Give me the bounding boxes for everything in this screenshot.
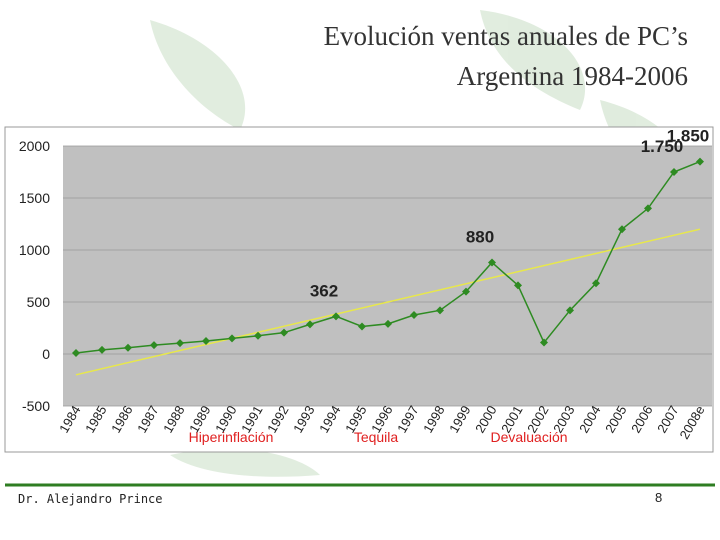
slide-title: Argentina 1984-2006 [457, 61, 688, 91]
data-point [306, 320, 314, 329]
y-tick-label: 2000 [19, 138, 50, 154]
footer-author: Dr. Alejandro Prince [18, 492, 163, 506]
data-label: 1.750 [641, 137, 684, 156]
period-label: Devaluación [490, 429, 567, 445]
y-tick-label: 1500 [19, 190, 50, 206]
trend-line [75, 228, 701, 376]
plot-area [63, 146, 712, 406]
data-point [566, 306, 574, 315]
data-point [384, 319, 392, 328]
data-point [254, 331, 262, 340]
data-point [644, 204, 652, 213]
data-point [514, 281, 522, 290]
data-point [462, 287, 470, 296]
y-tick-label: -500 [22, 398, 50, 414]
data-point [540, 338, 548, 347]
data-point [98, 345, 106, 354]
data-point [150, 341, 158, 350]
data-point [592, 279, 600, 288]
data-label: 1.850 [667, 127, 710, 146]
page-number: 8 [655, 490, 662, 505]
data-point [124, 343, 132, 352]
data-point [618, 225, 626, 234]
data-point [670, 168, 678, 176]
data-point [488, 258, 496, 267]
y-tick-label: 500 [27, 294, 51, 310]
data-label: 362 [310, 281, 338, 300]
data-point [410, 311, 418, 319]
data-point [280, 328, 288, 337]
y-tick-label: 1000 [19, 242, 50, 258]
period-label: Hiperinflación [189, 429, 274, 445]
data-point [358, 322, 366, 331]
data-point [332, 312, 340, 321]
data-point [696, 157, 704, 166]
slide-title: Evolución ventas anuales de PC’s [324, 21, 688, 51]
data-point [72, 348, 80, 357]
data-label: 880 [466, 227, 494, 246]
data-point [228, 334, 236, 343]
data-point [176, 339, 184, 348]
data-point [202, 337, 210, 345]
data-point [436, 306, 444, 315]
period-label: Tequila [354, 429, 399, 445]
y-tick-label: 0 [42, 346, 50, 362]
